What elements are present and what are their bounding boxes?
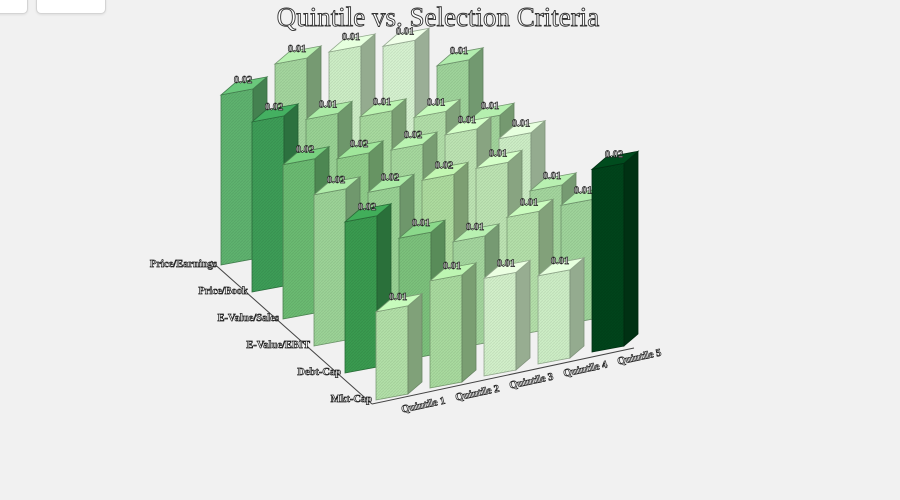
value-label: 0.02 bbox=[358, 202, 376, 213]
value-label: 0.01 bbox=[412, 218, 430, 229]
bar-mkt-cap-q4 bbox=[536, 256, 586, 365]
value-label: 0.01 bbox=[319, 99, 337, 110]
y-axis-line bbox=[210, 260, 373, 405]
value-label: 0.02 bbox=[327, 175, 345, 186]
value-label: 0.01 bbox=[450, 46, 468, 57]
value-label: 0.01 bbox=[443, 261, 461, 272]
value-label: 0.01 bbox=[520, 197, 538, 208]
value-label: 0.01 bbox=[574, 185, 592, 196]
bar-mkt-cap-q5 bbox=[590, 150, 640, 353]
y-tick-label: E-Value/EBIT bbox=[246, 340, 310, 351]
bar-layer bbox=[219, 27, 640, 401]
value-label: 0.02 bbox=[404, 130, 422, 141]
x-axis-line bbox=[371, 347, 635, 405]
value-label: 0.01 bbox=[551, 256, 569, 267]
toolbar-button-right[interactable] bbox=[36, 0, 106, 14]
bar-mkt-cap-q2 bbox=[428, 262, 478, 389]
value-label: 0.01 bbox=[543, 171, 561, 182]
x-tick-label: Quintile 1 bbox=[401, 396, 447, 416]
value-label: 0.01 bbox=[489, 148, 507, 159]
value-label: 0.01 bbox=[396, 26, 414, 37]
y-tick-label: Mkt-Cap bbox=[331, 394, 373, 405]
toolbar-button-left[interactable] bbox=[0, 0, 28, 14]
value-label: 0.01 bbox=[512, 119, 530, 130]
bar-mkt-cap-q1 bbox=[374, 292, 424, 401]
value-label: 0.02 bbox=[381, 172, 399, 183]
y-tick-label: Price/Book bbox=[198, 286, 248, 297]
value-label: 0.01 bbox=[466, 222, 484, 233]
value-label: 0.01 bbox=[288, 44, 306, 55]
y-tick-label: E-Value/Sales bbox=[218, 313, 279, 324]
x-tick-label: Quintile 4 bbox=[563, 359, 610, 379]
value-label: 0.01 bbox=[389, 292, 407, 303]
x-tick-label: Quintile 3 bbox=[509, 372, 555, 392]
y-tick-label: Debt-Cap bbox=[297, 367, 341, 378]
value-label: 0.01 bbox=[497, 258, 515, 269]
value-label: 0.02 bbox=[435, 160, 453, 171]
value-label: 0.01 bbox=[373, 97, 391, 108]
label-layer: 0.01 0.01 0.01 0.01 0.02 0.01 0.01 0.01 0.01 0.02… bbox=[150, 26, 663, 416]
value-label: 0.01 bbox=[342, 32, 360, 43]
value-label: 0.01 bbox=[458, 115, 476, 126]
chart-title: Quintile vs. Selection Criteria bbox=[277, 2, 599, 32]
value-label: 0.01 bbox=[481, 101, 499, 112]
bar-mkt-cap-q3 bbox=[482, 259, 532, 377]
axis-layer bbox=[210, 260, 635, 405]
x-tick-label: Quintile 2 bbox=[455, 384, 501, 404]
value-label: 0.02 bbox=[265, 102, 283, 113]
value-label: 0.01 bbox=[427, 97, 445, 108]
value-label: 0.02 bbox=[350, 139, 368, 150]
value-label: 0.02 bbox=[234, 75, 252, 86]
y-tick-label: Price/Earnings bbox=[150, 259, 217, 270]
value-label: 0.02 bbox=[605, 149, 623, 160]
value-label: 0.02 bbox=[296, 145, 314, 156]
